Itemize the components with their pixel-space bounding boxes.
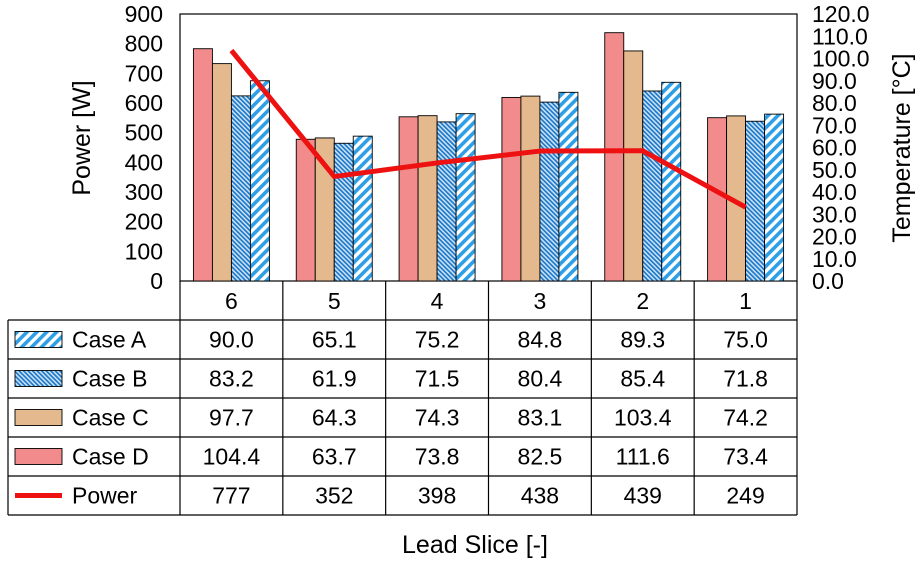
legend-key-case-a	[14, 331, 63, 348]
table-cell-value: 73.4	[723, 444, 768, 470]
data-table: 6 5 4 3 2 1 Case A 90.0 65.1 75.2 84.8 89.3 75.0 Case…	[7, 281, 798, 516]
y-tick-label: 600	[125, 90, 163, 116]
y-tick-label: 400	[125, 149, 163, 175]
bar-case-d	[295, 138, 316, 282]
y2-tick-label: 120.0	[812, 1, 870, 27]
y2-tick-label: 60.0	[812, 135, 857, 161]
y-axis-title: Power [W]	[68, 80, 96, 195]
y2-tick-label: 90.0	[812, 68, 857, 94]
y2-tick-label: 40.0	[812, 179, 857, 205]
table-cell-value: 71.5	[415, 366, 460, 392]
y2-tick-label: 100.0	[812, 46, 870, 72]
category-label: 2	[636, 288, 649, 314]
bar-case-a	[352, 135, 373, 282]
table-cell-value: 61.9	[312, 366, 357, 392]
table-cell-value: 439	[624, 483, 662, 509]
table-cell-value: 64.3	[312, 405, 357, 431]
bar-case-b	[230, 95, 251, 282]
table-cell-value: 83.2	[209, 366, 254, 392]
legend-label: Case D	[72, 444, 149, 470]
table-cell-value: 63.7	[312, 444, 357, 470]
bar-case-d	[501, 96, 522, 282]
table-cell-value: 398	[418, 483, 456, 509]
y-tick-label: 800	[125, 31, 163, 57]
bar-case-c	[417, 115, 438, 282]
table-cell-value: 111.6	[616, 444, 670, 470]
table-cell-value: 249	[726, 483, 764, 509]
table-cell-value: 84.8	[518, 327, 563, 353]
legend-label: Case B	[72, 366, 147, 392]
table-cell-value: 65.1	[312, 327, 357, 353]
table-cell-value: 80.4	[518, 366, 563, 392]
plot-border	[179, 13, 798, 282]
bar-case-b	[642, 90, 663, 282]
bar-case-a	[764, 113, 785, 282]
bar-case-a	[455, 113, 476, 282]
table-cell-value: 97.7	[209, 405, 254, 431]
bar-case-d	[398, 116, 419, 282]
legend-label: Case A	[72, 327, 147, 353]
table-cell-value: 71.8	[723, 366, 768, 392]
y-tick-label: 900	[125, 1, 163, 27]
bar-case-d	[192, 48, 213, 282]
power-line-group	[229, 48, 747, 210]
table-cell-value: 83.1	[518, 405, 563, 431]
bar-case-a	[249, 80, 270, 282]
y2-tick-label: 80.0	[812, 90, 857, 116]
y-tick-label: 500	[125, 120, 163, 146]
table-cell-value: 74.3	[415, 405, 460, 431]
legend-key-case-c	[14, 409, 63, 426]
bar-case-d	[707, 117, 728, 282]
category-label: 1	[739, 288, 752, 314]
y-tick-label: 300	[125, 179, 163, 205]
bar-case-a	[661, 81, 682, 282]
y2-tick-label: 70.0	[812, 112, 857, 138]
legend-key-case-b	[14, 370, 63, 387]
legend-label: Power	[72, 483, 138, 509]
bar-case-b	[745, 120, 766, 282]
bar-case-d	[604, 32, 625, 282]
y2-tick-label: 30.0	[812, 201, 857, 227]
table-cell-value: 104.4	[203, 444, 261, 470]
y2-axis-title: Temperature [°C]	[888, 53, 916, 242]
table-cell-value: 352	[315, 483, 353, 509]
legend-label: Case C	[72, 405, 149, 431]
table-cell-value: 75.0	[723, 327, 768, 353]
table-cell-value: 103.4	[614, 405, 672, 431]
x-axis-title: Lead Slice [-]	[402, 531, 548, 559]
table-cell-value: 82.5	[518, 444, 563, 470]
table-cell-value: 74.2	[723, 405, 768, 431]
table-cell-value: 90.0	[209, 327, 254, 353]
y2-tick-label: 0.0	[812, 268, 844, 294]
table-cell-value: 89.3	[620, 327, 665, 353]
category-label: 3	[534, 288, 547, 314]
y2-tick-label: 10.0	[812, 246, 857, 272]
bar-case-b	[333, 142, 354, 282]
bar-case-c	[211, 63, 232, 282]
y2-tick-label: 20.0	[812, 224, 857, 250]
y-tick-label: 0	[150, 268, 163, 294]
y-tick-label: 700	[125, 60, 163, 86]
bar-case-a	[558, 91, 579, 282]
table-cell-value: 85.4	[620, 366, 665, 392]
bar-case-c	[520, 95, 541, 282]
y2-tick-label: 110.0	[812, 23, 868, 49]
y2-tick-label: 50.0	[812, 157, 857, 183]
bar-case-c	[623, 50, 644, 282]
category-label: 4	[431, 288, 444, 314]
plot-area	[179, 13, 798, 282]
category-label: 6	[225, 288, 238, 314]
table-cell-value: 73.8	[415, 444, 460, 470]
category-label: 5	[328, 288, 341, 314]
table-cell-value: 438	[521, 483, 559, 509]
power-line	[229, 48, 747, 210]
legend-key-case-d	[14, 448, 63, 465]
bar-case-b	[436, 121, 457, 282]
bar-case-b	[539, 101, 560, 282]
y-tick-label: 100	[125, 238, 163, 264]
table-cell-value: 75.2	[415, 327, 460, 353]
y-tick-label: 200	[125, 209, 163, 235]
table-cell-value: 777	[212, 483, 250, 509]
